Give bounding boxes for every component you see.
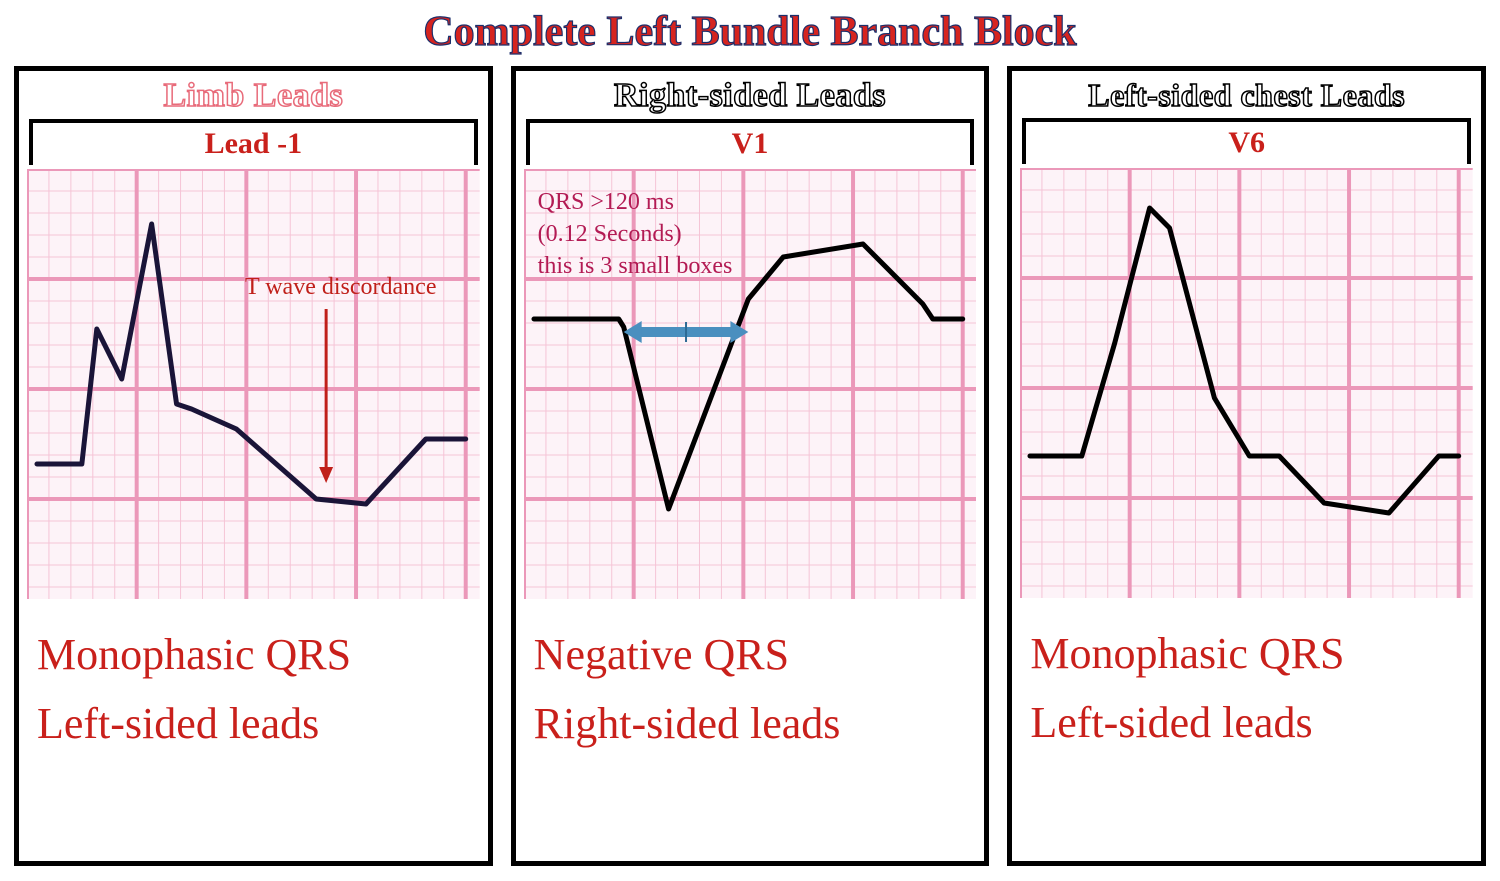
caption-left-0: Monophasic QRS	[1030, 628, 1463, 679]
caption-right-0: Negative QRS	[534, 629, 967, 680]
caption-area-limb: Monophasic QRS Left-sided leads	[19, 599, 488, 861]
panel-header-limb: Limb Leads	[19, 71, 488, 117]
lead-label-left-text: V6	[1228, 126, 1265, 159]
panel-left: Left-sided chest Leads V6 Monophasic QRS…	[1007, 66, 1486, 866]
caption-area-left: Monophasic QRS Left-sided leads	[1012, 598, 1481, 861]
panel-limb: Limb Leads Lead -1 T wave discordance Mo…	[14, 66, 493, 866]
panel-right: Right-sided Leads V1 QRS >120 ms (0.12 S…	[511, 66, 990, 866]
panel-header-left: Left-sided chest Leads	[1012, 71, 1481, 116]
caption-area-right: Negative QRS Right-sided leads	[516, 599, 985, 861]
caption-right-1: Right-sided leads	[534, 698, 967, 749]
chart-left	[1020, 168, 1473, 598]
chart-right: QRS >120 ms (0.12 Seconds) this is 3 sma…	[524, 169, 977, 599]
lead-label-left: V6	[1022, 118, 1471, 164]
panel-header-right: Right-sided Leads	[516, 71, 985, 117]
chart-limb: T wave discordance	[27, 169, 480, 599]
annot-double-arrow	[524, 169, 977, 599]
panels-row: Limb Leads Lead -1 T wave discordance Mo…	[0, 66, 1500, 866]
main-title: Complete Left Bundle Branch Block	[0, 0, 1500, 66]
caption-limb-1: Left-sided leads	[37, 698, 470, 749]
main-title-text: Complete Left Bundle Branch Block	[423, 9, 1076, 55]
caption-left-1: Left-sided leads	[1030, 697, 1463, 748]
lead-label-right: V1	[526, 119, 975, 165]
annot-arrow-limb	[27, 169, 480, 599]
caption-limb-0: Monophasic QRS	[37, 629, 470, 680]
wave-left	[1020, 168, 1473, 598]
lead-label-right-text: V1	[732, 127, 769, 160]
lead-label-limb: Lead -1	[29, 119, 478, 165]
lead-label-limb-text: Lead -1	[205, 127, 303, 160]
